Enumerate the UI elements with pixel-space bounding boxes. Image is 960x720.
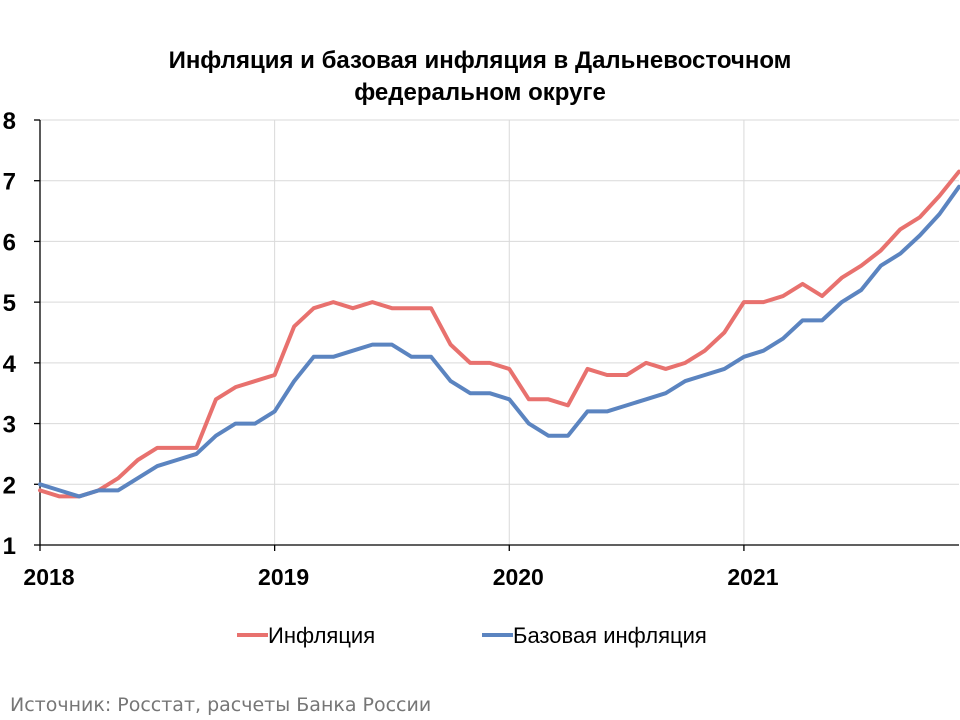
x-tick-label: 2021	[727, 564, 778, 590]
y-tick-label: 3	[3, 412, 16, 439]
source-note: Источник: Росстат, расчеты Банка России	[10, 694, 431, 716]
plot-series	[38, 169, 960, 499]
y-axis-ticks: 1 2 3 4 5 6 7 8	[3, 108, 40, 560]
legend: Инфляция Базовая инфляция	[237, 623, 707, 648]
x-tick-label: 2020	[493, 564, 544, 590]
y-tick-label: 2	[3, 472, 16, 499]
series-line-core-inflation	[38, 184, 960, 499]
x-tick-label: 2019	[258, 564, 309, 590]
y-tick-label: 7	[3, 169, 16, 196]
legend-label-inflation: Инфляция	[268, 623, 375, 648]
y-tick-label: 1	[3, 533, 16, 560]
y-tick-label: 6	[3, 229, 16, 256]
chart-title-line-2: федеральном округе	[354, 79, 606, 106]
grid	[39, 119, 959, 546]
series-line-inflation	[38, 169, 960, 499]
x-tick-label: 2018	[23, 564, 74, 590]
y-tick-label: 5	[3, 290, 16, 317]
legend-label-core-inflation: Базовая инфляция	[513, 623, 707, 648]
x-axis-ticks: 2018 2019 2020 2021	[23, 545, 779, 590]
y-tick-label: 4	[3, 351, 17, 378]
y-tick-label: 8	[3, 108, 16, 135]
chart-title-line-1: Инфляция и базовая инфляция в Дальневост…	[169, 47, 792, 74]
